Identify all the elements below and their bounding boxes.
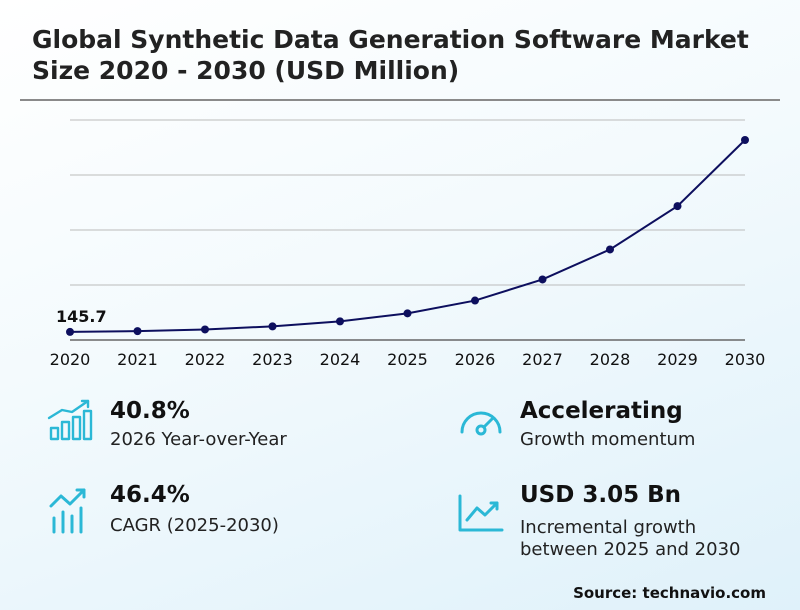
data-point-2025 — [403, 309, 412, 318]
stat-description-line2: between 2025 and 2030 — [520, 539, 741, 560]
x-tick-label: 2029 — [657, 350, 698, 369]
x-tick-label: 2022 — [185, 350, 226, 369]
stat-description-line1: Incremental growth — [520, 517, 697, 538]
stat-description: 2026 Year-over-Year — [110, 429, 287, 450]
data-point-2028 — [606, 245, 614, 254]
source-credit: Source: technavio.com — [573, 584, 766, 602]
x-tick-label: 2027 — [522, 350, 563, 369]
x-tick-label: 2024 — [320, 350, 361, 369]
stat-description: CAGR (2025-2030) — [110, 515, 279, 536]
speedometer-icon — [460, 411, 502, 436]
bar-chart-growth-icon — [47, 399, 93, 441]
stat-value: Accelerating — [520, 398, 683, 424]
growth-bars-trend-icon — [49, 488, 86, 534]
data-point-2029 — [673, 202, 682, 211]
data-label-2020: 145.7 — [56, 307, 107, 326]
x-tick-label: 2021 — [117, 350, 158, 369]
data-point-2026 — [471, 296, 479, 305]
data-point-2030 — [741, 136, 749, 144]
stat-value: 46.4% — [110, 482, 190, 508]
stat-incremental: USD 3.05 Bn Incremental growth between 2… — [456, 482, 786, 562]
data-points — [66, 136, 749, 336]
x-tick-labels: 2020 2021 2022 2023 2024 2025 2026 2027 2028 2029… — [50, 350, 766, 369]
series-line — [69, 139, 746, 333]
data-point-2020 — [66, 327, 74, 336]
chart-title: Global Synthetic Data Generation Softwar… — [32, 25, 749, 85]
gridlines — [70, 119, 745, 341]
title-divider — [20, 99, 780, 101]
data-point-2022 — [201, 325, 209, 334]
x-tick-label: 2026 — [455, 350, 496, 369]
stat-description: Growth momentum — [520, 429, 696, 450]
x-tick-label: 2028 — [590, 350, 631, 369]
x-tick-label: 2030 — [725, 350, 766, 369]
line-chart: 2020 2021 2022 2023 2024 2025 2026 2027 2028 2029… — [50, 119, 766, 369]
stat-momentum: Accelerating Growth momentum — [456, 398, 776, 458]
stat-value: USD 3.05 Bn — [520, 482, 681, 508]
x-tick-label: 2023 — [252, 350, 293, 369]
line-chart-up-icon — [458, 494, 504, 532]
data-point-2021 — [133, 327, 142, 336]
data-point-2024 — [336, 317, 344, 326]
x-tick-label: 2025 — [387, 350, 428, 369]
data-point-2027 — [538, 275, 547, 284]
stat-cagr: 46.4% CAGR (2025-2030) — [46, 482, 386, 542]
x-tick-label: 2020 — [50, 350, 91, 369]
data-point-2023 — [268, 322, 277, 331]
stat-yoy: 40.8% 2026 Year-over-Year — [46, 398, 386, 458]
stat-value: 40.8% — [110, 398, 190, 424]
